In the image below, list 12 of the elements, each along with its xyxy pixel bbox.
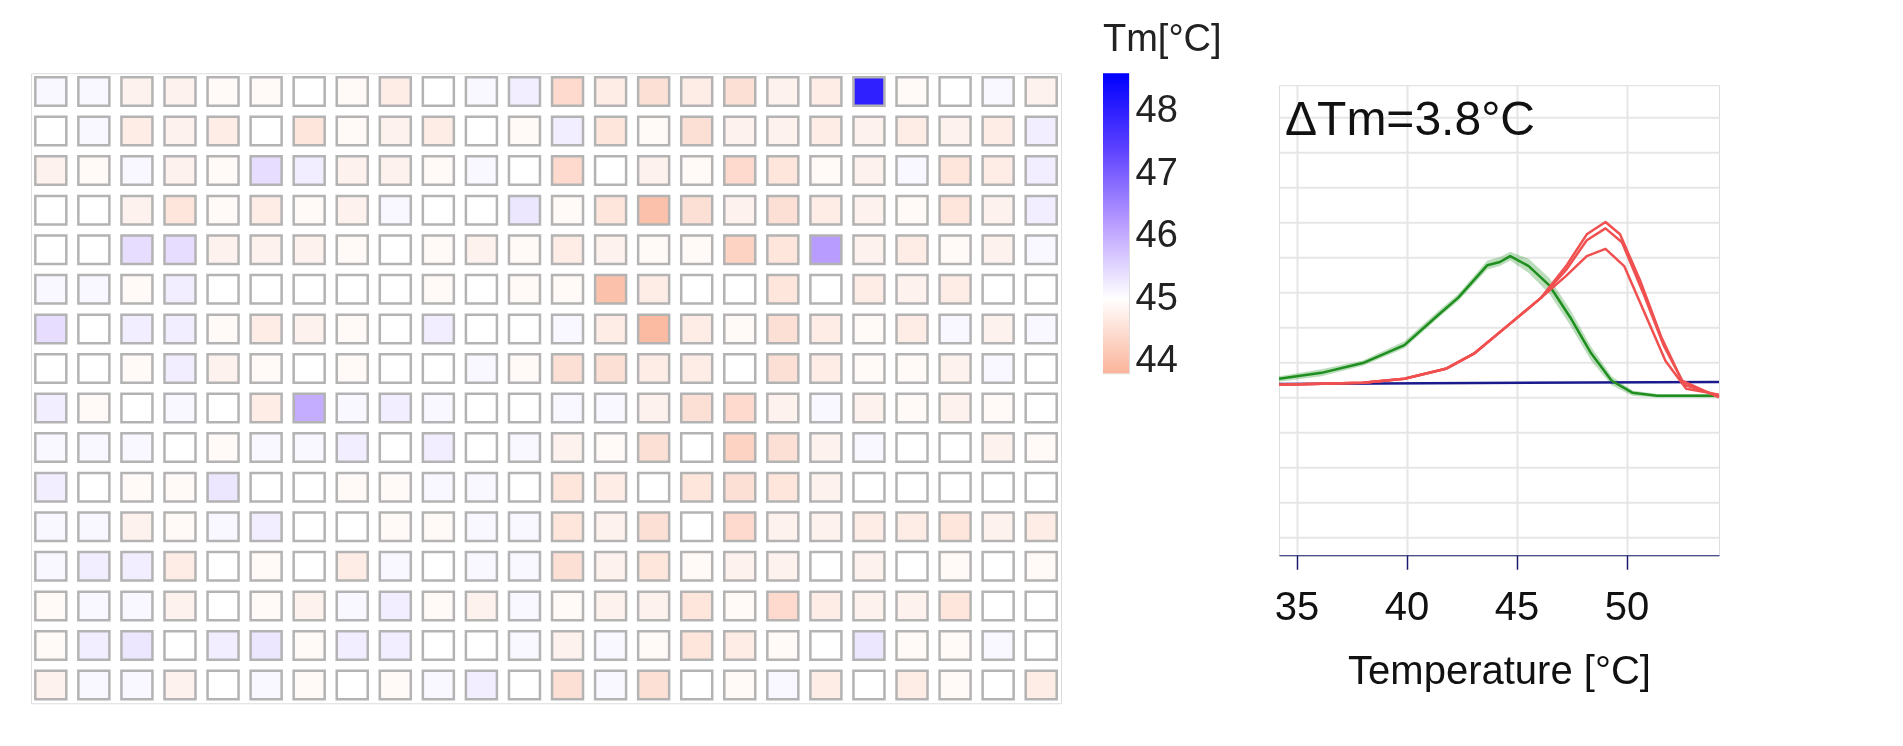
color-bar-label: 44 (1135, 338, 1178, 381)
x-axis-title: Temperature [°C] (1348, 647, 1651, 692)
color-bar-title: Tm[°C] (1103, 17, 1222, 60)
text: ΔTm=3.8°C (1285, 92, 1535, 146)
color-bar-label: 45 (1135, 275, 1178, 318)
x-tick-label: 45 (1494, 583, 1540, 628)
x-tick-label: 40 (1384, 583, 1430, 628)
x-tick-label: 50 (1604, 583, 1650, 628)
color-bar-label: 48 (1135, 88, 1178, 131)
color-bar-label: 47 (1135, 150, 1178, 193)
x-tick-label: 35 (1274, 583, 1320, 628)
color-bar-label: 46 (1135, 213, 1178, 256)
